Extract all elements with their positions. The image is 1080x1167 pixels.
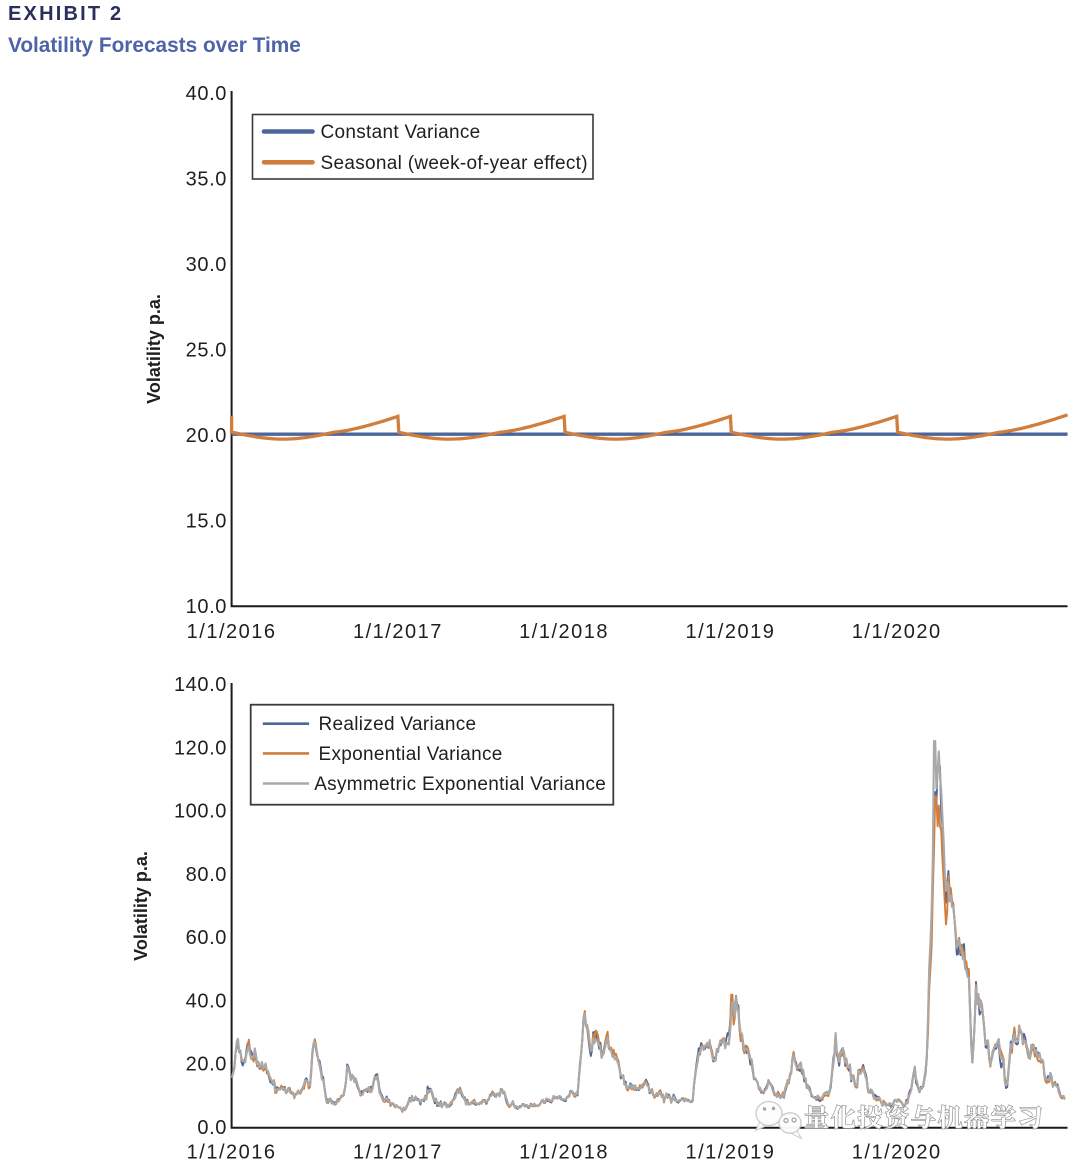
svg-text:40.0: 40.0 xyxy=(186,990,227,1012)
svg-text:Realized Variance: Realized Variance xyxy=(319,714,477,735)
svg-text:1/1/2020: 1/1/2020 xyxy=(852,621,942,643)
svg-text:Exponential Variance: Exponential Variance xyxy=(319,744,503,765)
svg-text:1/1/2019: 1/1/2019 xyxy=(685,1142,775,1164)
svg-text:80.0: 80.0 xyxy=(186,864,227,886)
svg-text:60.0: 60.0 xyxy=(186,927,227,949)
svg-text:1/1/2019: 1/1/2019 xyxy=(685,621,775,643)
svg-text:15.0: 15.0 xyxy=(186,511,227,533)
svg-text:Volatility Forecasts over Time: Volatility Forecasts over Time xyxy=(8,34,301,57)
svg-text:1/1/2016: 1/1/2016 xyxy=(187,621,277,643)
svg-text:EXHIBIT 2: EXHIBIT 2 xyxy=(8,3,123,25)
svg-text:1/1/2018: 1/1/2018 xyxy=(519,621,609,643)
svg-text:30.0: 30.0 xyxy=(186,254,227,276)
svg-text:Asymmetric Exponential Varianc: Asymmetric Exponential Variance xyxy=(314,774,606,795)
svg-text:10.0: 10.0 xyxy=(186,596,227,618)
svg-text:1/1/2017: 1/1/2017 xyxy=(353,621,443,643)
svg-text:20.0: 20.0 xyxy=(186,425,227,447)
svg-text:1/1/2020: 1/1/2020 xyxy=(852,1142,942,1164)
svg-text:Constant Variance: Constant Variance xyxy=(321,122,481,143)
svg-text:Volatility p.a.: Volatility p.a. xyxy=(131,851,151,961)
svg-text:40.0: 40.0 xyxy=(186,83,227,105)
svg-text:100.0: 100.0 xyxy=(174,801,227,823)
svg-text:1/1/2017: 1/1/2017 xyxy=(353,1142,443,1164)
svg-text:1/1/2016: 1/1/2016 xyxy=(187,1142,277,1164)
svg-text:120.0: 120.0 xyxy=(174,737,227,759)
svg-text:Volatility p.a.: Volatility p.a. xyxy=(144,294,164,404)
svg-text:20.0: 20.0 xyxy=(186,1054,227,1076)
svg-text:1/1/2018: 1/1/2018 xyxy=(519,1142,609,1164)
svg-text:25.0: 25.0 xyxy=(186,340,227,362)
svg-text:0.0: 0.0 xyxy=(197,1117,227,1139)
svg-text:140.0: 140.0 xyxy=(174,674,227,696)
svg-text:35.0: 35.0 xyxy=(186,169,227,191)
svg-text:Seasonal (week-of-year effect): Seasonal (week-of-year effect) xyxy=(321,153,588,174)
